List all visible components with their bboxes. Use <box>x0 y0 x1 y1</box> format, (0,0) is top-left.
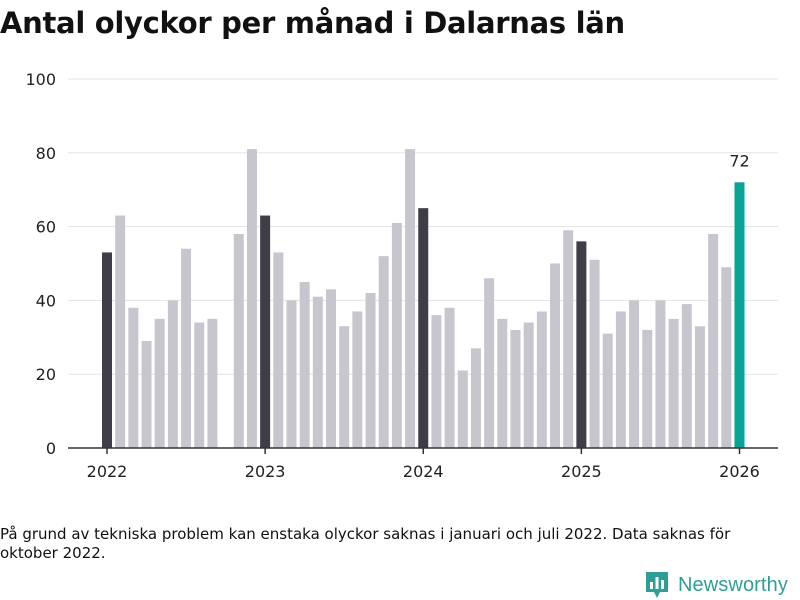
bar <box>181 248 192 448</box>
bar <box>167 300 178 448</box>
bar <box>312 296 323 448</box>
x-tick-label: 2025 <box>561 462 602 481</box>
bar <box>194 322 205 448</box>
bar <box>484 278 495 448</box>
chart-title: Antal olyckor per månad i Dalarnas län <box>0 6 625 40</box>
bar <box>497 318 508 448</box>
bar <box>629 300 640 448</box>
bar <box>602 333 613 448</box>
bar <box>668 318 679 448</box>
y-tick-label: 20 <box>36 365 56 384</box>
brand-logo[interactable]: Newsworthy <box>644 570 788 600</box>
bar <box>339 326 350 448</box>
bar <box>365 293 376 448</box>
bar <box>246 149 257 449</box>
bar <box>273 252 284 448</box>
bar <box>299 281 310 448</box>
bar <box>563 230 574 448</box>
bar <box>550 263 561 448</box>
x-tick-label: 2023 <box>245 462 286 481</box>
bar <box>576 241 587 448</box>
bar <box>260 215 271 448</box>
bar <box>431 315 442 448</box>
bar <box>154 318 165 448</box>
y-tick-label: 40 <box>36 291 56 310</box>
bar <box>352 311 363 448</box>
bar <box>378 256 389 448</box>
bar <box>444 307 455 448</box>
bar <box>405 149 416 449</box>
bar <box>642 329 653 448</box>
bar <box>141 340 152 448</box>
y-tick-label: 60 <box>36 218 56 237</box>
bar <box>510 329 521 448</box>
x-tick-label: 2026 <box>719 462 760 481</box>
bar <box>391 222 402 448</box>
bar <box>721 267 732 448</box>
y-tick-label: 0 <box>46 439 56 458</box>
bar <box>115 215 126 448</box>
x-tick-label: 2022 <box>87 462 128 481</box>
bar <box>470 348 481 448</box>
bar <box>286 300 297 448</box>
bar <box>207 318 218 448</box>
bar <box>457 370 468 448</box>
bar <box>615 311 626 448</box>
bar <box>233 233 244 448</box>
bar-chart: 0 20 40 60 80 100 72 2022 2023 2024 2025 2026 <box>25 70 778 481</box>
bar <box>655 300 666 448</box>
bar <box>536 311 547 448</box>
bar <box>708 233 719 448</box>
bar <box>102 252 112 448</box>
bar <box>694 326 705 448</box>
value-label: 72 <box>729 151 749 170</box>
bar <box>734 182 745 448</box>
bar <box>681 304 692 448</box>
bar-chart-icon <box>646 572 668 598</box>
y-tick-label: 100 <box>25 70 56 89</box>
bar <box>128 307 139 448</box>
y-tick-label: 80 <box>36 144 56 163</box>
footnote: På grund av tekniska problem kan enstaka… <box>0 525 731 562</box>
bar <box>326 289 337 448</box>
bar <box>589 259 600 448</box>
bar <box>523 322 534 448</box>
x-tick-label: 2024 <box>403 462 444 481</box>
brand-name: Newsworthy <box>678 573 788 596</box>
bar <box>418 208 429 448</box>
